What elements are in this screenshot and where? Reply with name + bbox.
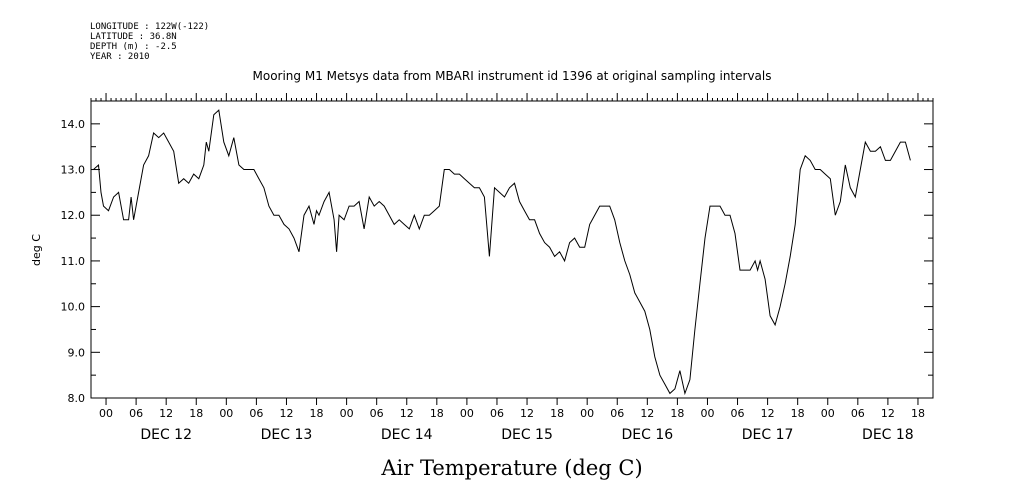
- y-tick-label: 8.0: [68, 392, 86, 405]
- day-label: DEC 16: [621, 427, 673, 443]
- x-tick-label: 06: [249, 407, 263, 420]
- x-tick-labels: 00 06 12 18 00 06 12 18 00 06 12 18 00 06 12 18 00 06 12 18…: [99, 407, 925, 420]
- meta-year: YEAR : 2010: [90, 52, 150, 62]
- meta-depth: DEPTH (m) : -2.5: [90, 42, 177, 52]
- y-tick-label: 11.0: [61, 255, 86, 268]
- x-tick-label: 00: [580, 407, 594, 420]
- x-tick-label: 06: [490, 407, 504, 420]
- day-label: DEC 13: [261, 427, 313, 443]
- meta-latitude: LATITUDE : 36.8N: [90, 32, 177, 42]
- x-tick-label: 06: [370, 407, 384, 420]
- plot-frame: [90, 100, 934, 399]
- x-tick-label: 00: [99, 407, 113, 420]
- x-tick-label: 00: [219, 407, 233, 420]
- x-tick-label: 18: [430, 407, 444, 420]
- x-tick-label: 18: [911, 407, 925, 420]
- day-label: DEC 15: [501, 427, 553, 443]
- axis-ticks: [90, 93, 934, 405]
- x-tick-label: 18: [189, 407, 203, 420]
- x-tick-label: 12: [761, 407, 775, 420]
- y-tick-label: 10.0: [61, 301, 86, 314]
- x-tick-label: 06: [851, 407, 865, 420]
- x-tick-label: 18: [310, 407, 324, 420]
- x-tick-label: 12: [640, 407, 654, 420]
- day-labels: DEC 12 DEC 13 DEC 14 DEC 15 DEC 16 DEC 17 DEC …: [140, 427, 913, 443]
- x-tick-label: 00: [821, 407, 835, 420]
- x-tick-label: 12: [881, 407, 895, 420]
- x-tick-label: 12: [279, 407, 293, 420]
- day-label: DEC 18: [862, 427, 914, 443]
- y-tick-labels: 8.0 9.0 10.0 11.0 12.0 13.0 14.0: [61, 118, 86, 405]
- x-tick-label: 06: [731, 407, 745, 420]
- y-tick-label: 13.0: [61, 164, 86, 177]
- x-tick-label: 12: [159, 407, 173, 420]
- x-tick-label: 18: [670, 407, 684, 420]
- day-label: DEC 12: [140, 427, 192, 443]
- metadata-block: LONGITUDE : 122W(-122) LATITUDE : 36.8N …: [90, 22, 209, 62]
- meta-longitude: LONGITUDE : 122W(-122): [90, 22, 210, 32]
- x-tick-label: 00: [700, 407, 714, 420]
- day-label: DEC 14: [381, 427, 433, 443]
- x-tick-label: 06: [610, 407, 624, 420]
- x-tick-label: 12: [400, 407, 414, 420]
- x-tick-label: 00: [340, 407, 354, 420]
- x-tick-label: 06: [129, 407, 143, 420]
- y-tick-label: 14.0: [61, 118, 86, 131]
- x-axis-title: Air Temperature (deg C): [380, 456, 642, 480]
- x-tick-label: 00: [460, 407, 474, 420]
- series-line: [93, 109, 911, 396]
- day-label: DEC 17: [742, 427, 794, 443]
- y-axis-label: deg C: [30, 234, 43, 266]
- y-tick-label: 9.0: [68, 346, 86, 359]
- x-tick-label: 18: [550, 407, 564, 420]
- chart-title: Mooring M1 Metsys data from MBARI instru…: [253, 69, 772, 83]
- x-tick-label: 18: [791, 407, 805, 420]
- x-tick-label: 12: [520, 407, 534, 420]
- y-tick-label: 12.0: [61, 209, 86, 222]
